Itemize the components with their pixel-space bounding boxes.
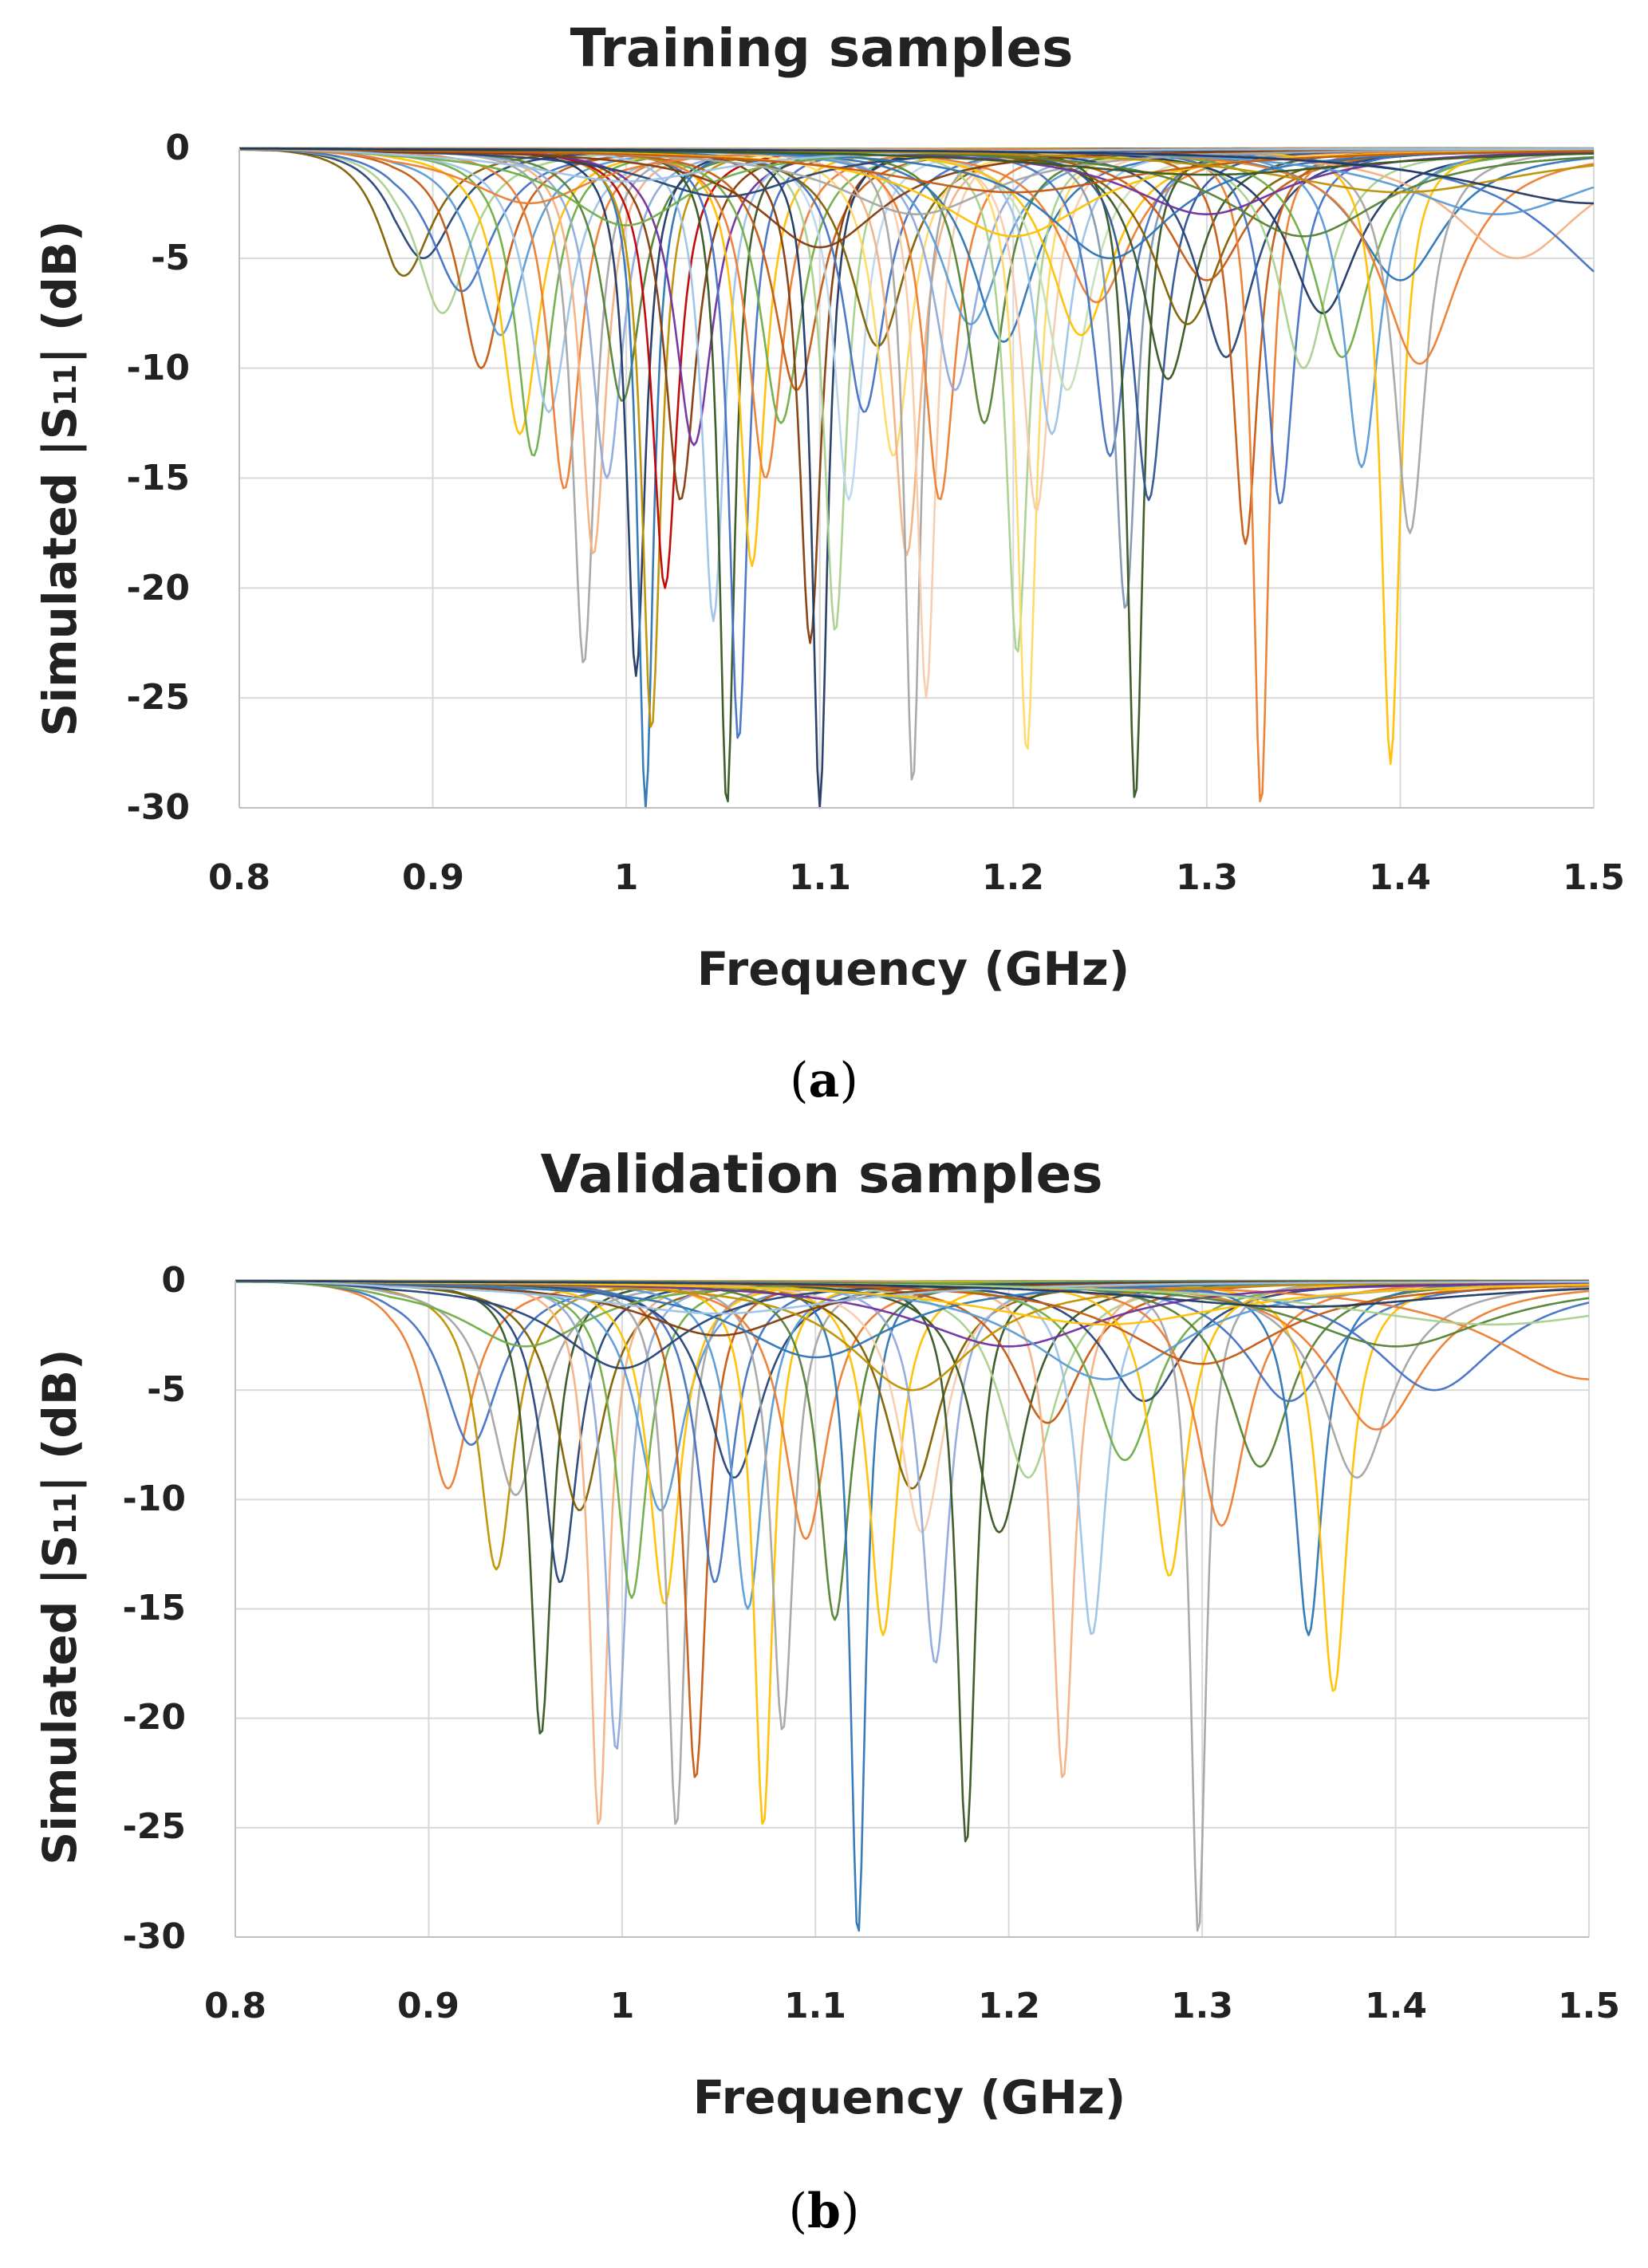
panel-b: Validation samples 0 -5 -10 -15 -20 -25 … bbox=[33, 1144, 1620, 2239]
series-line bbox=[235, 1279, 1590, 1577]
y-tick-label: -15 bbox=[127, 458, 191, 498]
series-line bbox=[239, 148, 1594, 194]
series-line bbox=[235, 1279, 1589, 1636]
y-axis-label: Simulated |S11| (dB) bbox=[33, 1349, 87, 1864]
series-line bbox=[235, 1279, 1589, 1600]
y-tick-label: 0 bbox=[165, 128, 190, 168]
series-line bbox=[235, 1279, 1589, 1664]
series-line bbox=[235, 1279, 1589, 1584]
y-tick-label: -25 bbox=[127, 677, 191, 718]
x-tick-label: 1.4 bbox=[1369, 857, 1431, 898]
y-tick-labels: 0 -5 -10 -15 -20 -25 -30 bbox=[123, 1260, 187, 1957]
series-line bbox=[235, 1279, 1589, 1778]
y-tick-label: -15 bbox=[123, 1588, 187, 1628]
series-line bbox=[235, 1279, 1589, 1825]
x-tick-labels: 0.8 0.9 1 1.1 1.2 1.3 1.4 1.5 bbox=[208, 857, 1625, 898]
series-line bbox=[235, 1279, 1589, 1750]
y-tick-label: -10 bbox=[127, 348, 191, 388]
y-tick-label: -10 bbox=[123, 1479, 187, 1519]
series-line bbox=[239, 147, 1595, 653]
x-tick-label: 1 bbox=[610, 1986, 635, 2026]
series-line bbox=[239, 147, 1594, 568]
y-tick-labels: 0 -5 -10 -15 -20 -25 -30 bbox=[127, 128, 191, 828]
axes bbox=[235, 1281, 1589, 1938]
series-line bbox=[235, 1279, 1589, 1610]
panel-a: Training samples 0 -5 -10 -15 -20 -25 -3… bbox=[33, 18, 1625, 1108]
series-line bbox=[235, 1279, 1589, 1825]
x-tick-label: 1.3 bbox=[1171, 1986, 1233, 2026]
y-tick-label: -20 bbox=[123, 1697, 187, 1738]
x-tick-label: 1.5 bbox=[1563, 857, 1625, 898]
series-line bbox=[235, 1279, 1589, 1778]
x-tick-label: 1.2 bbox=[982, 857, 1044, 898]
x-tick-label: 1.3 bbox=[1176, 857, 1238, 898]
series-line bbox=[235, 1279, 1589, 1692]
y-tick-label: -30 bbox=[123, 1916, 187, 1957]
panel-label-b: (b) bbox=[789, 2183, 860, 2239]
x-tick-label: 0.8 bbox=[204, 1986, 266, 2026]
series-line bbox=[235, 1279, 1589, 1490]
y-axis-label: Simulated |S11| (dB) bbox=[33, 220, 87, 736]
x-tick-label: 1 bbox=[614, 857, 639, 898]
series-line bbox=[239, 147, 1594, 609]
series-line bbox=[235, 1280, 1590, 1309]
x-tick-label: 1.1 bbox=[784, 1986, 846, 2026]
series-line bbox=[235, 1279, 1589, 1490]
plot-area-training bbox=[239, 147, 1595, 809]
series-line bbox=[235, 1279, 1589, 1636]
x-tick-labels: 0.8 0.9 1 1.1 1.2 1.3 1.4 1.5 bbox=[204, 1986, 1620, 2026]
y-tick-label: 0 bbox=[161, 1260, 186, 1301]
series-line bbox=[235, 1279, 1589, 1584]
series-line bbox=[235, 1279, 1589, 1825]
y-tick-label: -5 bbox=[151, 238, 190, 278]
chart-title-validation: Validation samples bbox=[540, 1144, 1102, 1205]
x-axis-label: Frequency (GHz) bbox=[693, 2070, 1126, 2124]
series-line bbox=[235, 1279, 1589, 1843]
plot-area-validation bbox=[235, 1279, 1590, 1938]
y-tick-label: -25 bbox=[123, 1806, 187, 1847]
y-tick-label: -30 bbox=[127, 787, 191, 828]
x-tick-label: 1.4 bbox=[1365, 1986, 1427, 2026]
series-line bbox=[235, 1280, 1589, 1315]
x-axis-label: Frequency (GHz) bbox=[697, 942, 1130, 996]
series-line bbox=[235, 1279, 1589, 1621]
series-group bbox=[235, 1279, 1590, 1932]
series-line bbox=[235, 1279, 1589, 1605]
y-tick-label: -20 bbox=[127, 568, 191, 608]
x-tick-label: 0.8 bbox=[208, 857, 270, 898]
x-tick-label: 0.9 bbox=[397, 1986, 459, 2026]
panel-label-a: (a) bbox=[790, 1053, 858, 1108]
y-tick-label: -5 bbox=[147, 1369, 186, 1410]
series-line bbox=[239, 147, 1595, 273]
axes bbox=[239, 148, 1594, 809]
x-tick-label: 1.2 bbox=[978, 1986, 1040, 2026]
x-tick-label: 1.5 bbox=[1558, 1986, 1620, 2026]
series-line bbox=[235, 1279, 1589, 1636]
chart-title-training: Training samples bbox=[570, 18, 1074, 79]
x-tick-label: 0.9 bbox=[402, 857, 464, 898]
x-tick-label: 1.1 bbox=[789, 857, 851, 898]
series-group bbox=[239, 147, 1595, 809]
series-line bbox=[239, 147, 1594, 205]
